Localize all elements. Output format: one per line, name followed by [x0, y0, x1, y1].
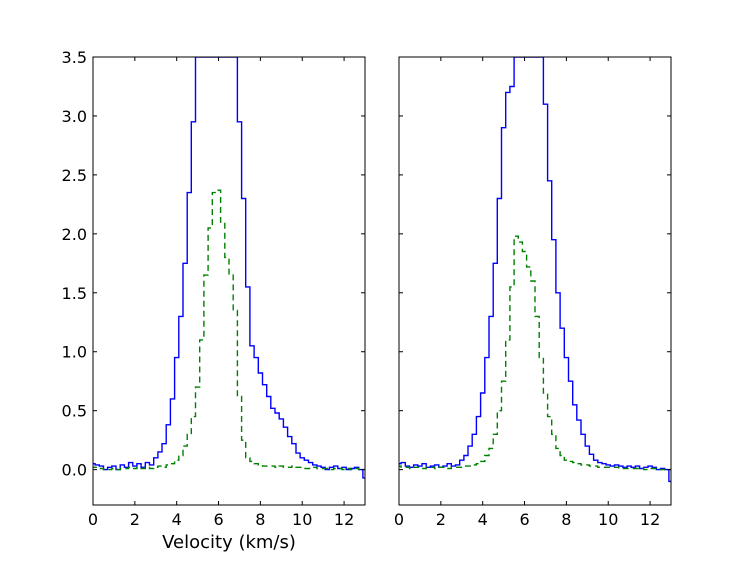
x-tick-label: 10 — [598, 510, 618, 529]
x-tick-label: 2 — [130, 510, 140, 529]
x-tick-label: 12 — [640, 510, 660, 529]
x-tick-label: 8 — [255, 510, 265, 529]
series-group — [399, 57, 671, 483]
x-tick-label: 4 — [478, 510, 488, 529]
x-tick-label: 0 — [88, 510, 98, 529]
series-group — [93, 57, 365, 479]
y-tick-label: 0.5 — [62, 402, 87, 421]
y-tick-label: 3.0 — [62, 107, 87, 126]
y-tick-label: 2.0 — [62, 225, 87, 244]
x-tick-label: 10 — [292, 510, 312, 529]
axes-frame — [398, 56, 672, 506]
x-tick-label: 12 — [334, 510, 354, 529]
right-panel: 0 2 4 6 8 10 12 — [394, 56, 672, 529]
y-tick-label: 3.5 — [62, 48, 87, 67]
x-axis-label: Velocity (km/s) — [162, 532, 296, 553]
dashed-series-line — [399, 235, 671, 471]
x-tick-label: 6 — [519, 510, 529, 529]
x-tick-label: 0 — [394, 510, 404, 529]
dashed-series-line — [93, 189, 365, 471]
x-tick-label: 4 — [172, 510, 182, 529]
y-tick-label: 2.5 — [62, 166, 87, 185]
y-tick-label: 0.0 — [62, 461, 87, 480]
x-tick-label: 8 — [561, 510, 571, 529]
x-tick-label: 2 — [436, 510, 446, 529]
axes-frame — [92, 56, 366, 506]
y-tick-label: 1.5 — [62, 284, 87, 303]
x-tick-label: 6 — [213, 510, 223, 529]
left-panel: 0 2 4 6 8 10 12 0.0 0.5 1.0 1.5 2.0 2.5 3.0 3.5 Velocit… — [62, 48, 366, 553]
y-tick-label: 1.0 — [62, 343, 87, 362]
solid-series-line — [93, 57, 365, 479]
